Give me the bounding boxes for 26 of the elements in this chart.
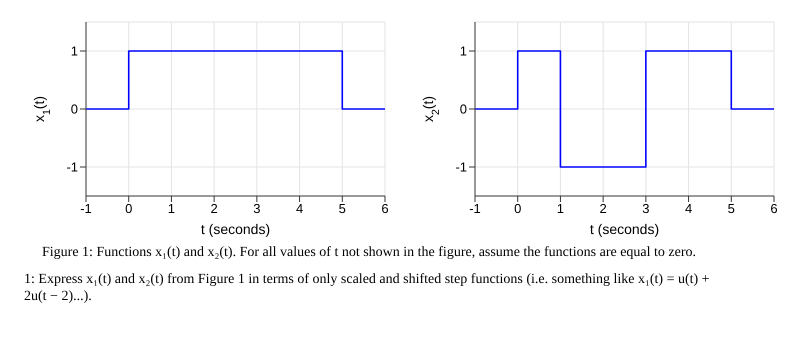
x-tick-label: 4	[684, 201, 692, 216]
x-tick-label: 4	[296, 201, 304, 216]
y-tick-label: 1	[70, 44, 78, 59]
x-axis-title: t (seconds)	[200, 221, 270, 237]
caption: Figure 1: Functions x₁(t) and x₂(t). For all values of t not shown in the figure, assume the functions are equal to zero.	[42, 244, 698, 261]
y-tick-label: 0	[70, 102, 78, 117]
x-tick-label: 2	[210, 201, 218, 216]
x-axis-title: t (seconds)	[590, 221, 660, 237]
y-tick-label: -1	[455, 160, 467, 175]
x-tick-label: -1	[80, 201, 92, 216]
y-tick-label: 1	[460, 44, 467, 59]
x-tick-label: -1	[469, 201, 481, 216]
x-tick-label: 3	[642, 201, 650, 216]
x-tick-label: 0	[125, 201, 132, 216]
x-tick-label: 5	[728, 201, 735, 216]
x-tick-label: 1	[168, 201, 176, 216]
x-tick-label: 1	[556, 201, 564, 216]
y-tick-label: 0	[460, 102, 467, 117]
x-tick-label: 2	[600, 201, 607, 216]
x-tick-label: 6	[381, 201, 389, 216]
x-tick-label: 5	[338, 201, 346, 216]
x-tick-label: 3	[253, 201, 260, 216]
x-tick-label: 6	[770, 201, 778, 216]
text: 1: Express x₁(t) and x₂(t) from Figure 1 in terms of only scaled and shifted step functions (i.e. something like x₁(t) = u(t) + 2u(t − 2)...).	[24, 271, 711, 305]
x-tick-label: 0	[514, 201, 522, 216]
y-tick-label: -1	[66, 160, 78, 175]
